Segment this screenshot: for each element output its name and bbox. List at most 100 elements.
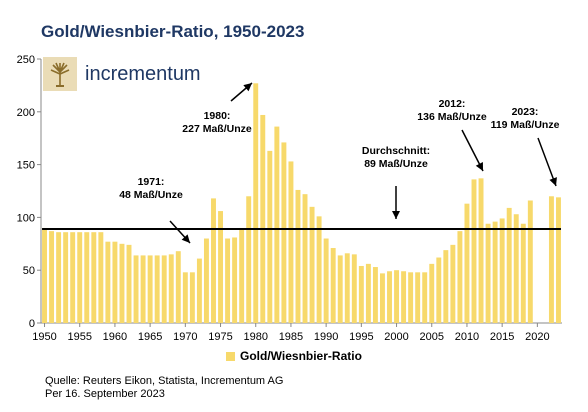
bar-2003 bbox=[415, 272, 421, 323]
x-tick-label: 1990 bbox=[314, 331, 338, 343]
bar-1961 bbox=[119, 243, 125, 323]
legend-swatch bbox=[226, 351, 235, 361]
bar-1967 bbox=[161, 255, 167, 323]
bar-1989 bbox=[316, 216, 322, 323]
x-tick-label: 1960 bbox=[103, 331, 127, 343]
y-tick-label: 50 bbox=[23, 265, 35, 277]
bar-2010 bbox=[464, 203, 470, 323]
bar-2009 bbox=[457, 231, 463, 323]
bar-1965 bbox=[147, 255, 153, 323]
bars bbox=[42, 83, 561, 324]
x-tick-label: 1950 bbox=[32, 331, 56, 343]
bar-2014 bbox=[492, 221, 498, 323]
bar-1978 bbox=[239, 227, 245, 323]
annotations: 1971:48 Maß/Unze 1980:227 Maß/Unze Durchsc… bbox=[119, 82, 560, 244]
bar-2018 bbox=[520, 223, 526, 323]
bar-1988 bbox=[309, 206, 315, 323]
bar-1990 bbox=[323, 238, 329, 323]
bar-1976 bbox=[225, 238, 231, 323]
bar-1973 bbox=[203, 238, 209, 323]
x-tick-label: 2010 bbox=[455, 331, 479, 343]
bar-1982 bbox=[267, 150, 273, 323]
annotation-value-3: 136 Maß/Unze bbox=[417, 111, 487, 123]
annotation-year-4: 2023: bbox=[512, 106, 539, 118]
bar-2023 bbox=[556, 197, 561, 323]
bar-1992 bbox=[337, 255, 343, 323]
bar-1962 bbox=[126, 244, 132, 323]
bar-1972 bbox=[196, 258, 202, 323]
bar-1993 bbox=[344, 253, 350, 323]
legend: Gold/Wiesnbier-Ratio bbox=[226, 349, 362, 363]
bar-2006 bbox=[436, 257, 442, 323]
source-line-1: Quelle: Reuters Eikon, Statista, Increme… bbox=[45, 375, 284, 387]
bar-1960 bbox=[112, 241, 118, 323]
logo-text: incrementum bbox=[85, 62, 201, 85]
x-axis: 1950 1955 1960 1965 1970 1975 1980 1985 1990 1995… bbox=[32, 323, 550, 343]
bar-1968 bbox=[168, 254, 174, 323]
bar-2007 bbox=[443, 250, 449, 323]
bar-2005 bbox=[429, 263, 435, 323]
bar-2004 bbox=[422, 272, 428, 323]
y-tick-label: 200 bbox=[17, 107, 35, 119]
bar-2013 bbox=[485, 223, 491, 323]
bar-1984 bbox=[281, 142, 287, 323]
bar-2019 bbox=[527, 200, 533, 323]
bar-1991 bbox=[330, 248, 336, 323]
x-tick-label: 2005 bbox=[420, 331, 444, 343]
bar-1970 bbox=[182, 272, 188, 323]
y-axis: 0 50 100 150 200 250 bbox=[17, 54, 41, 330]
bar-1950 bbox=[42, 227, 47, 323]
annotation-year-3: 2012: bbox=[439, 98, 466, 110]
annotation-value-4: 119 Maß/Unze bbox=[491, 119, 560, 131]
annotation-year-2: Durchschnitt: bbox=[362, 145, 430, 157]
bar-1981 bbox=[260, 114, 266, 323]
annotation-arrow-4 bbox=[537, 137, 557, 187]
bar-1979 bbox=[246, 196, 252, 323]
bar-1975 bbox=[218, 211, 223, 323]
bar-1974 bbox=[211, 198, 216, 323]
annotation-value-0: 48 Maß/Unze bbox=[119, 189, 183, 201]
x-tick-label: 1975 bbox=[208, 331, 232, 343]
bar-1986 bbox=[295, 189, 301, 323]
y-tick-label: 0 bbox=[29, 318, 35, 330]
x-tick-label: 2015 bbox=[490, 331, 514, 343]
x-tick-label: 1985 bbox=[279, 331, 303, 343]
bar-1963 bbox=[133, 255, 139, 323]
annotation-year-0: 1971: bbox=[138, 176, 165, 188]
x-tick-label: 1965 bbox=[138, 331, 162, 343]
bar-1953 bbox=[63, 232, 69, 323]
annotation-value-2: 89 Maß/Unze bbox=[364, 158, 428, 170]
x-tick-label: 1955 bbox=[67, 331, 91, 343]
bar-1958 bbox=[98, 232, 104, 323]
bar-1994 bbox=[351, 254, 357, 323]
bar-1987 bbox=[302, 194, 308, 323]
bar-2000 bbox=[394, 270, 400, 323]
bar-1951 bbox=[49, 231, 55, 323]
annotation-value-1: 227 Maß/Unze bbox=[182, 123, 252, 135]
source-line-2: Per 16. September 2023 bbox=[45, 388, 165, 400]
y-tick-label: 150 bbox=[17, 160, 35, 172]
x-tick-label: 1995 bbox=[349, 331, 373, 343]
y-tick-label: 100 bbox=[17, 212, 35, 224]
bar-1955 bbox=[77, 232, 83, 323]
bar-1956 bbox=[84, 232, 90, 323]
bar-1997 bbox=[372, 267, 378, 323]
bar-2017 bbox=[513, 214, 519, 323]
bar-2016 bbox=[506, 207, 512, 323]
bar-1971 bbox=[189, 272, 195, 323]
bar-1995 bbox=[358, 265, 364, 323]
bar-1959 bbox=[105, 241, 111, 323]
bar-2012 bbox=[478, 178, 484, 323]
bar-1999 bbox=[387, 271, 392, 323]
bar-2008 bbox=[450, 244, 456, 323]
bar-1998 bbox=[380, 273, 385, 323]
bar-2011 bbox=[471, 179, 477, 323]
annotation-arrowhead-4 bbox=[549, 177, 557, 186]
bar-1964 bbox=[140, 255, 146, 323]
x-tick-label: 1970 bbox=[173, 331, 197, 343]
tree-logo-icon bbox=[43, 57, 77, 91]
annotation-arrowhead-3 bbox=[475, 162, 483, 171]
legend-label: Gold/Wiesnbier-Ratio bbox=[240, 349, 362, 363]
bar-1966 bbox=[154, 255, 160, 323]
